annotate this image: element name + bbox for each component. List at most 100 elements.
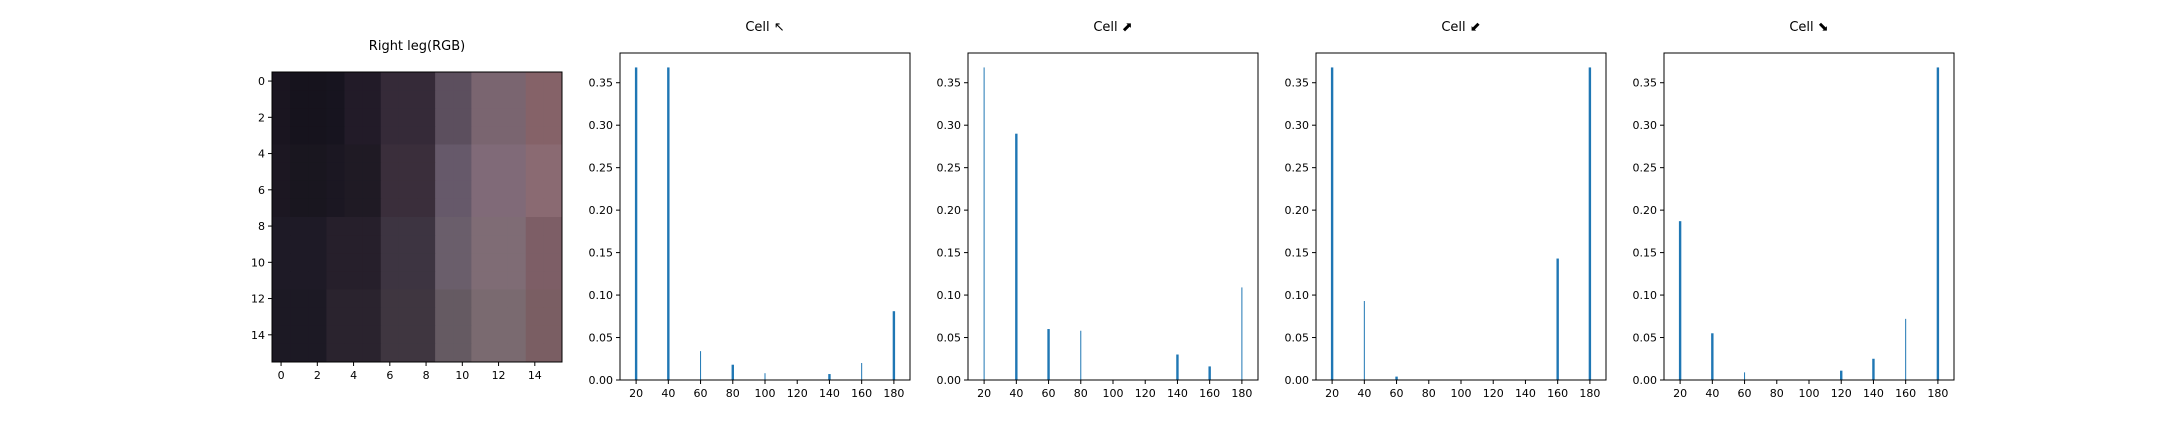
heatmap-cell <box>380 198 400 218</box>
heatmap-cell <box>380 90 400 109</box>
x-tick-label: 140 <box>819 387 840 400</box>
bar <box>1905 318 1907 380</box>
heatmap-cell <box>435 108 454 127</box>
heatmap-cell <box>471 90 490 109</box>
heatmap-cell <box>380 108 400 127</box>
bar <box>983 67 985 380</box>
heatmap-cell <box>453 325 472 345</box>
y-tick-label: 0.30 <box>937 119 962 132</box>
heatmap-cell <box>398 162 418 182</box>
histogram-panel-3: Cell ⬋ 20 40 60 80 100 120 140 160 180 0.00 0.05 0.1… <box>1285 20 1607 400</box>
heatmap-cell <box>380 126 400 145</box>
heatmap-cell <box>525 162 545 182</box>
heatmap-cell <box>489 235 509 254</box>
heatmap-cell <box>344 271 364 290</box>
heatmap-cell <box>453 108 472 127</box>
y-tick-label: 0.35 <box>1633 77 1658 90</box>
y-tick-label: 12 <box>251 293 265 306</box>
heatmap-cell <box>525 271 545 290</box>
heatmap-cell <box>525 289 545 309</box>
heatmap-cell <box>290 72 309 91</box>
heatmap-cell <box>471 325 490 345</box>
heatmap-cell <box>290 108 309 127</box>
heatmap-cell <box>344 325 364 345</box>
heatmap-cell <box>543 126 563 145</box>
heatmap-cell <box>272 217 291 236</box>
y-tick-label: 10 <box>251 256 265 269</box>
heatmap-cell <box>471 343 490 363</box>
heatmap-cell <box>344 162 364 182</box>
heatmap-cell <box>272 198 291 218</box>
heatmap-cell <box>489 307 509 327</box>
heatmap-cell <box>489 162 509 182</box>
heatmap-cell <box>326 198 345 218</box>
heatmap-cell <box>507 325 527 345</box>
heatmap-frame <box>271 71 563 363</box>
x-tick-label: 100 <box>1799 387 1820 400</box>
heatmap-cell <box>417 271 436 290</box>
y-tick-label: 0.15 <box>937 247 962 260</box>
heatmap-cell <box>362 271 382 290</box>
heatmap-cell <box>435 307 454 327</box>
heatmap-cell <box>507 162 527 182</box>
x-tick-label: 120 <box>1135 387 1156 400</box>
y-tick-label: 0.05 <box>1633 332 1658 345</box>
heatmap-cell <box>507 126 527 145</box>
heatmap-cell <box>507 144 527 164</box>
heatmap-cell <box>543 162 563 182</box>
heatmap-cell <box>453 180 472 200</box>
heatmap-cell <box>489 108 509 127</box>
heatmap-cell <box>272 289 291 309</box>
heatmap-cell <box>290 253 309 272</box>
heatmap-cell <box>507 72 527 91</box>
heatmap-cell <box>489 72 509 91</box>
heatmap-cell <box>380 325 400 345</box>
bar <box>1711 333 1714 380</box>
heatmap-cell <box>272 162 291 182</box>
heatmap-cell <box>326 253 345 272</box>
heatmap-cell <box>326 180 345 200</box>
histogram-panel-1: Cell ↖ 20 40 60 80 100 120 140 160 180 0.00 0.05 0.1… <box>589 20 911 400</box>
y-tick-label: 0.25 <box>937 162 962 175</box>
heatmap-cell <box>344 307 364 327</box>
heatmap-cell <box>344 253 364 272</box>
axes-frame <box>967 52 1259 381</box>
x-tick-label: 120 <box>1831 387 1852 400</box>
heatmap-cell <box>344 180 364 200</box>
heatmap-cell <box>471 72 490 91</box>
heatmap-cell <box>471 180 490 200</box>
x-tick-label: 40 <box>1705 387 1719 400</box>
y-tick-label: 0.00 <box>1633 374 1658 387</box>
y-tick-label: 0.00 <box>937 374 962 387</box>
heatmap-cell <box>417 126 436 145</box>
heatmap-cell <box>308 253 327 272</box>
heatmap-cell <box>525 126 545 145</box>
heatmap-cell <box>525 108 545 127</box>
heatmap-cell <box>489 198 509 218</box>
y-tick-label: 0.30 <box>1285 119 1310 132</box>
heatmap-cell <box>489 126 509 145</box>
heatmap-cell <box>507 90 527 109</box>
y-tick-label: 0.05 <box>589 332 614 345</box>
x-tick-label: 40 <box>661 387 675 400</box>
bar <box>1840 370 1843 380</box>
heatmap-cell <box>308 217 327 236</box>
heatmap-cell <box>435 253 454 272</box>
heatmap-cell <box>272 235 291 254</box>
bar <box>1395 376 1398 380</box>
heatmap-cell <box>543 289 563 309</box>
heatmap-cell <box>290 343 309 363</box>
y-tick-label: 8 <box>258 220 265 233</box>
heatmap-cell <box>272 325 291 345</box>
heatmap-cell <box>308 343 327 363</box>
heatmap-cell <box>326 325 345 345</box>
heatmap-cell <box>308 162 327 182</box>
heatmap-cell <box>453 72 472 91</box>
y-tick-label: 14 <box>251 329 265 342</box>
bar <box>1208 366 1211 380</box>
heatmap-cell <box>362 307 382 327</box>
heatmap-cell <box>326 289 345 309</box>
bar <box>634 67 638 380</box>
heatmap-cell <box>471 253 490 272</box>
bar <box>700 351 702 380</box>
